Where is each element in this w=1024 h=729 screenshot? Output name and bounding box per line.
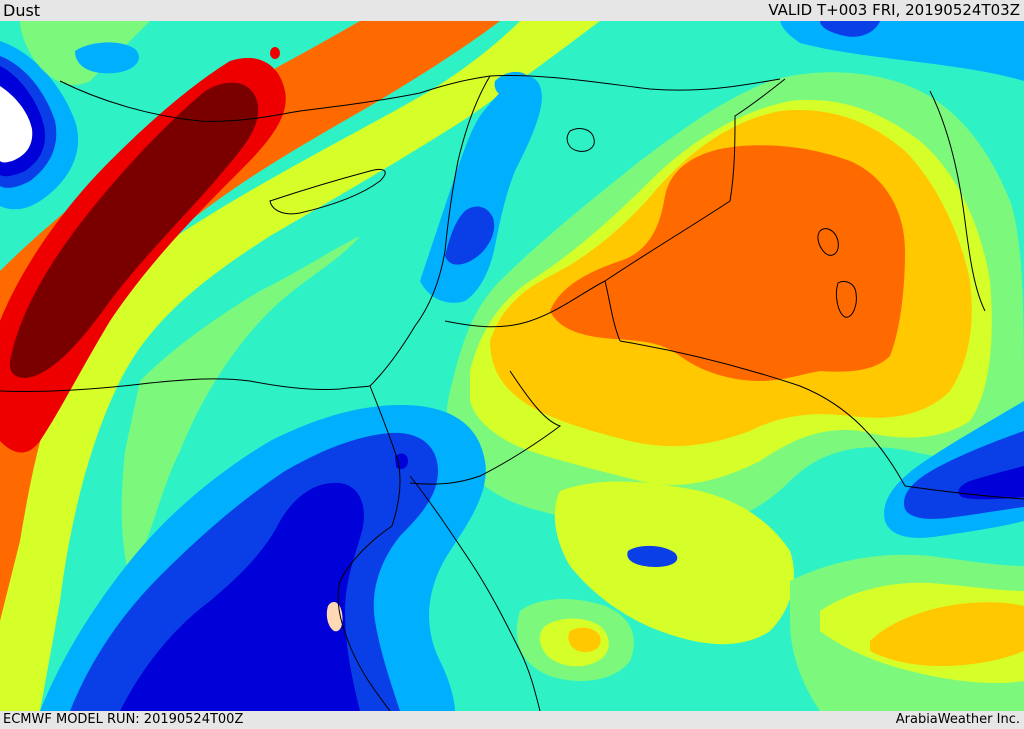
lake-tharthar	[817, 228, 839, 256]
van-lake	[566, 128, 595, 152]
turkey-north-border	[489, 74, 781, 91]
sinai-cold-blob	[395, 453, 408, 469]
sudan-cold-2	[120, 482, 364, 711]
red-sea-east	[409, 475, 541, 711]
east-cold-2	[958, 466, 1024, 500]
syria-iraq-border	[604, 280, 621, 342]
gulf-coast	[904, 485, 1024, 500]
turkey-red-dot	[270, 47, 280, 59]
top-left-blue-blob	[75, 42, 139, 74]
jordan-border	[444, 280, 606, 328]
plume-maroon-core	[9, 82, 259, 378]
plume-green-edge	[121, 236, 360, 581]
levant-blue-mid	[445, 206, 495, 265]
saudi-jordan-border	[409, 370, 562, 485]
dust-field-svg	[0, 21, 1024, 711]
product-title: Dust	[3, 1, 41, 20]
iran-iraq-border	[929, 90, 986, 312]
dust-map	[0, 21, 1024, 711]
top-right-blue	[780, 21, 1024, 81]
levant-coast	[369, 75, 491, 387]
arabia-south-yellow	[554, 481, 794, 645]
model-run-label: ECMWF MODEL RUN: 20190524T00Z	[3, 712, 244, 727]
boundary-lines	[0, 74, 1024, 711]
lake-habbaniyah	[835, 280, 857, 318]
gulf-orange	[870, 602, 1024, 666]
top-center-blue-blob	[494, 71, 530, 99]
saudi-blue-blob	[627, 545, 678, 567]
arabia-orange-core	[550, 145, 905, 381]
redsea-orange-blob	[568, 627, 601, 653]
cyprus	[269, 168, 386, 215]
sinai-west	[369, 385, 401, 527]
plume-outer-yellow	[0, 21, 600, 711]
title-bar: Dust VALID T+003 FRI, 20190524T03Z	[0, 0, 1024, 21]
top-right-blue-dark	[820, 21, 880, 37]
iraq-syria-north	[604, 78, 786, 282]
iraq-saudi-border	[619, 340, 906, 487]
credit-label: ArabiaWeather Inc.	[895, 712, 1020, 727]
west-white-patch	[0, 86, 33, 163]
turkey-coast	[59, 75, 491, 122]
valid-time-label: VALID T+003 FRI, 20190524T03Z	[768, 1, 1020, 19]
red-sea-west	[337, 525, 393, 711]
egypt-coast	[0, 378, 371, 393]
footer-bar: ECMWF MODEL RUN: 20190524T00Z ArabiaWeat…	[0, 711, 1024, 729]
